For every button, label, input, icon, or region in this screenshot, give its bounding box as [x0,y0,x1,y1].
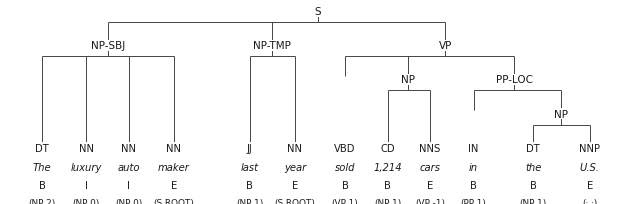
Text: NNS: NNS [419,143,440,153]
Text: (NP,1): (NP,1) [236,198,264,204]
Text: E: E [587,180,593,190]
Text: (NP,0): (NP,0) [72,198,100,204]
Text: DT: DT [526,143,540,153]
Text: last: last [241,162,259,172]
Text: (VP,-1): (VP,-1) [415,198,445,204]
Text: E: E [171,180,177,190]
Text: VP: VP [439,41,452,51]
Text: B: B [470,180,477,190]
Text: B: B [342,180,349,190]
Text: (NP,0): (NP,0) [115,198,142,204]
Text: U.S.: U.S. [580,162,600,172]
Text: NN: NN [79,143,93,153]
Text: cars: cars [419,162,440,172]
Text: auto: auto [118,162,140,172]
Text: I: I [127,180,130,190]
Text: luxury: luxury [70,162,102,172]
Text: (·,·): (·,·) [582,198,597,204]
Text: (VP,1): (VP,1) [332,198,358,204]
Text: VBD: VBD [334,143,356,153]
Text: 1,214: 1,214 [373,162,402,172]
Text: DT: DT [35,143,49,153]
Text: NP-SBJ: NP-SBJ [91,41,125,51]
Text: B: B [246,180,253,190]
Text: NP: NP [554,109,568,119]
Text: (NP,1): (NP,1) [374,198,401,204]
Text: CD: CD [380,143,395,153]
Text: (PP,1): (PP,1) [461,198,486,204]
Text: in: in [469,162,478,172]
Text: (S,ROOT): (S,ROOT) [154,198,195,204]
Text: The: The [33,162,51,172]
Text: S: S [315,7,321,17]
Text: E: E [292,180,298,190]
Text: NN: NN [166,143,181,153]
Text: NN: NN [121,143,136,153]
Text: the: the [525,162,541,172]
Text: NN: NN [287,143,303,153]
Text: (NP,2): (NP,2) [29,198,56,204]
Text: JJ: JJ [247,143,253,153]
Text: E: E [427,180,433,190]
Text: PP-LOC: PP-LOC [496,75,533,85]
Text: maker: maker [158,162,190,172]
Text: B: B [384,180,391,190]
Text: I: I [84,180,88,190]
Text: NNP: NNP [579,143,600,153]
Text: year: year [284,162,306,172]
Text: NP-TMP: NP-TMP [253,41,291,51]
Text: (S,ROOT): (S,ROOT) [275,198,316,204]
Text: B: B [38,180,45,190]
Text: NP: NP [401,75,415,85]
Text: B: B [530,180,537,190]
Text: IN: IN [468,143,479,153]
Text: sold: sold [335,162,355,172]
Text: (NP,1): (NP,1) [520,198,547,204]
